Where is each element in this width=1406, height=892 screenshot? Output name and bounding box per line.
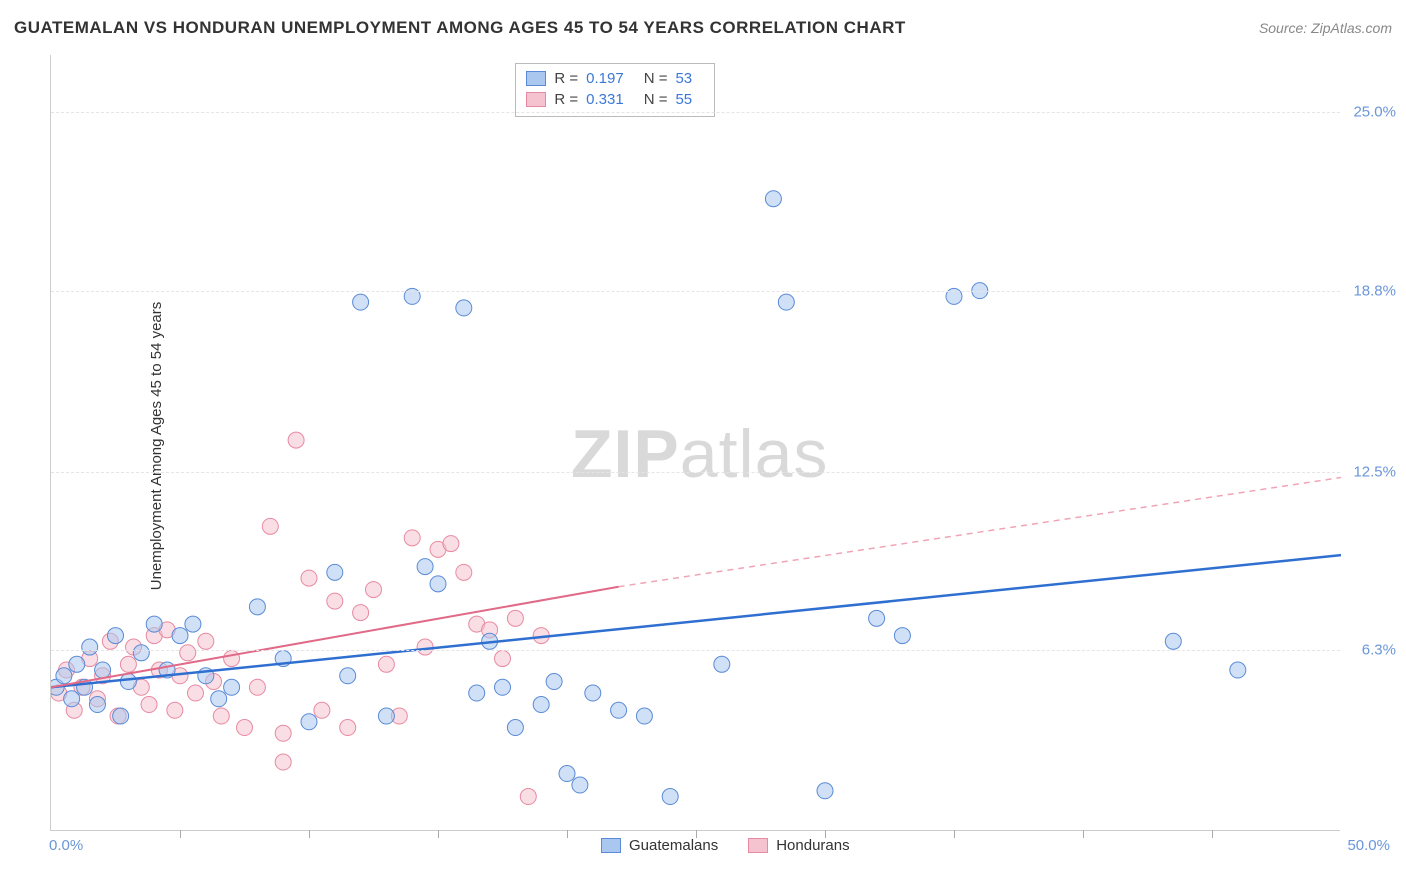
x-tick — [1083, 830, 1084, 838]
swatch-pink — [526, 92, 546, 107]
scatter-svg — [51, 55, 1341, 831]
plot-area: ZIPatlas R = 0.197 N = 53 R = 0.331 N = … — [50, 55, 1340, 831]
legend-item-blue: Guatemalans — [601, 837, 718, 854]
gridline — [51, 291, 1340, 292]
n-value-pink: 55 — [675, 91, 692, 108]
r-value-blue: 0.197 — [586, 70, 624, 87]
x-axis-min: 0.0% — [49, 837, 83, 854]
x-tick — [438, 830, 439, 838]
x-tick — [567, 830, 568, 838]
x-tick — [825, 830, 826, 838]
y-tick-label: 6.3% — [1362, 641, 1396, 658]
legend-row-blue: R = 0.197 N = 53 — [526, 68, 704, 89]
series-name-pink: Hondurans — [776, 837, 849, 854]
x-tick — [696, 830, 697, 838]
correlation-legend: R = 0.197 N = 53 R = 0.331 N = 55 — [515, 63, 715, 117]
source-label: Source: ZipAtlas.com — [1259, 20, 1392, 36]
n-label: N = — [644, 70, 668, 87]
x-tick — [1212, 830, 1213, 838]
y-tick-label: 25.0% — [1353, 104, 1396, 121]
series-legend: Guatemalans Hondurans — [601, 837, 850, 854]
chart-title: GUATEMALAN VS HONDURAN UNEMPLOYMENT AMON… — [14, 18, 906, 38]
x-tick — [954, 830, 955, 838]
legend-item-pink: Hondurans — [748, 837, 849, 854]
r-value-pink: 0.331 — [586, 91, 624, 108]
r-label: R = — [554, 91, 578, 108]
gridline — [51, 112, 1340, 113]
y-tick-label: 12.5% — [1353, 463, 1396, 480]
n-value-blue: 53 — [675, 70, 692, 87]
chart-container: GUATEMALAN VS HONDURAN UNEMPLOYMENT AMON… — [0, 0, 1406, 892]
swatch-blue — [601, 838, 621, 853]
swatch-blue — [526, 71, 546, 86]
r-label: R = — [554, 70, 578, 87]
gridline — [51, 472, 1340, 473]
x-axis-max: 50.0% — [1347, 837, 1390, 854]
x-tick — [309, 830, 310, 838]
legend-row-pink: R = 0.331 N = 55 — [526, 89, 704, 110]
swatch-pink — [748, 838, 768, 853]
x-tick — [180, 830, 181, 838]
n-label: N = — [644, 91, 668, 108]
series-name-blue: Guatemalans — [629, 837, 718, 854]
gridline — [51, 650, 1340, 651]
y-tick-label: 18.8% — [1353, 282, 1396, 299]
